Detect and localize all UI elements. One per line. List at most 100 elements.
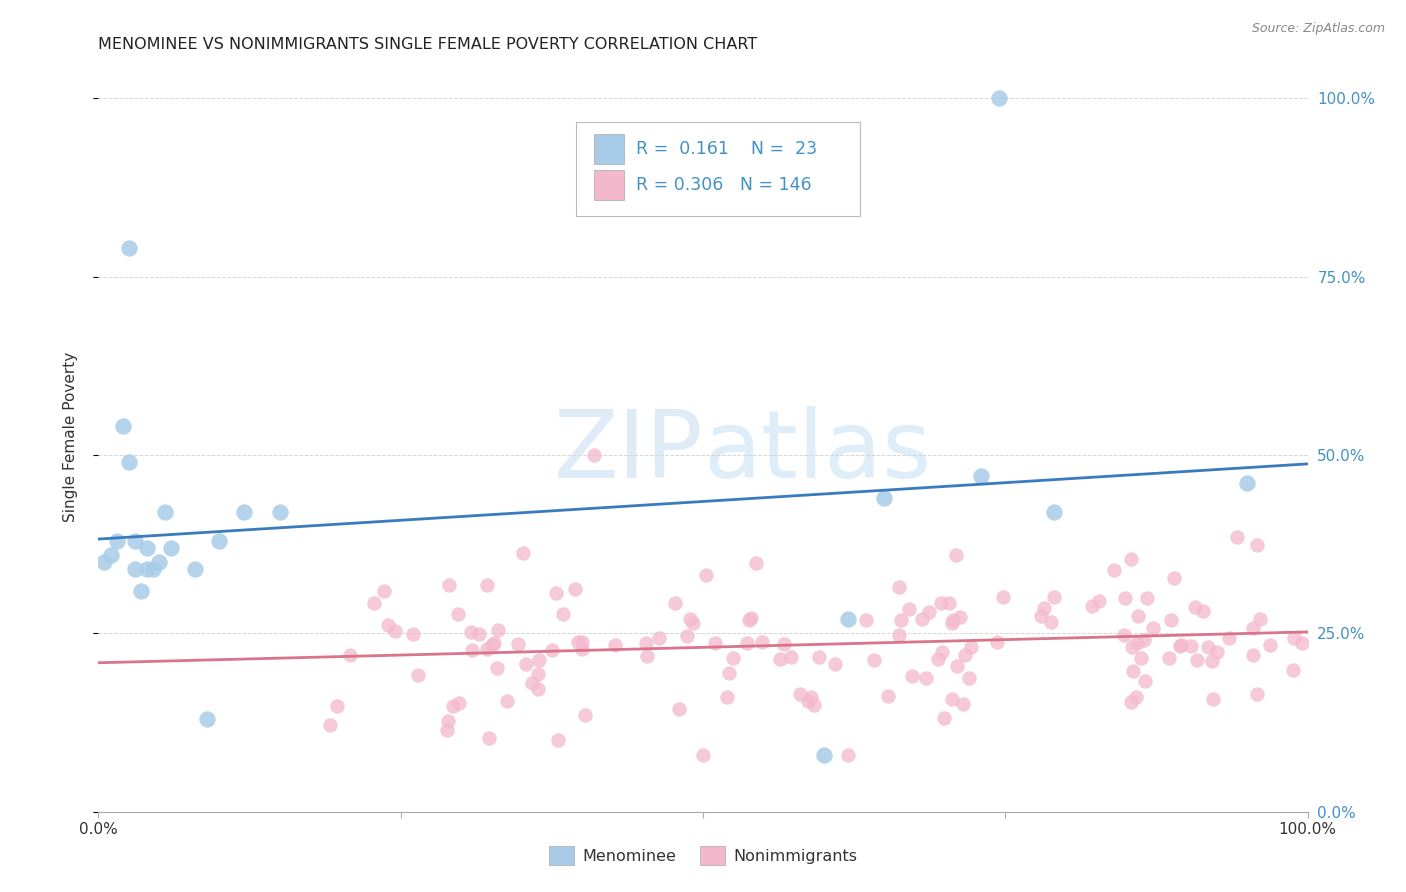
Point: [779, 650, 801, 665]
Point: [889, 580, 911, 594]
Point: [436, 723, 458, 737]
Point: [957, 672, 980, 686]
Point: [636, 636, 658, 650]
Point: [1114, 591, 1136, 606]
Point: [803, 698, 825, 713]
Point: [564, 582, 586, 596]
Point: [1040, 615, 1063, 630]
Point: [111, 419, 134, 434]
Point: [184, 562, 207, 576]
Point: [945, 548, 967, 562]
Point: [735, 636, 758, 650]
Point: [339, 648, 361, 662]
Point: [901, 669, 924, 683]
Point: [1125, 690, 1147, 704]
Point: [1133, 632, 1156, 647]
Point: [991, 590, 1014, 604]
Point: [135, 541, 157, 555]
Point: [208, 533, 231, 548]
Point: [441, 698, 464, 713]
Point: [890, 613, 912, 627]
Point: [508, 637, 530, 651]
Point: [527, 681, 550, 696]
Text: MENOMINEE VS NONIMMIGRANTS SINGLE FEMALE POVERTY CORRELATION CHART: MENOMINEE VS NONIMMIGRANTS SINGLE FEMALE…: [98, 37, 758, 52]
Point: [986, 635, 1008, 649]
Point: [769, 651, 792, 665]
Point: [1042, 505, 1064, 519]
Point: [945, 658, 967, 673]
Point: [512, 546, 534, 560]
Point: [1135, 674, 1157, 689]
Point: [664, 595, 686, 609]
Point: [837, 747, 859, 762]
Point: [160, 541, 183, 555]
Point: [1282, 663, 1305, 677]
Point: [914, 671, 936, 685]
Point: [952, 697, 974, 711]
Point: [583, 448, 606, 462]
Point: [682, 616, 704, 631]
Point: [105, 533, 128, 548]
Point: [1170, 638, 1192, 652]
Text: ZIP: ZIP: [554, 406, 703, 498]
Point: [373, 584, 395, 599]
Point: [232, 505, 254, 519]
Point: [1180, 640, 1202, 654]
Point: [808, 650, 831, 665]
Point: [384, 624, 406, 638]
Legend: Menominee, Nonimmigrants: Menominee, Nonimmigrants: [543, 840, 863, 871]
Point: [319, 718, 342, 732]
Point: [1102, 563, 1125, 577]
Point: [988, 91, 1011, 105]
Point: [927, 651, 949, 665]
Point: [468, 627, 491, 641]
Point: [326, 698, 349, 713]
Point: [1160, 613, 1182, 627]
Point: [970, 469, 993, 483]
Point: [447, 607, 470, 621]
Point: [1080, 599, 1102, 613]
Point: [1157, 651, 1180, 665]
Point: [636, 648, 658, 663]
Point: [1126, 636, 1149, 650]
Point: [544, 586, 567, 600]
Point: [941, 615, 963, 630]
Point: [1205, 645, 1227, 659]
Point: [1201, 654, 1223, 668]
Point: [1246, 539, 1268, 553]
Point: [1136, 591, 1159, 606]
Point: [1121, 640, 1143, 655]
Point: [527, 666, 550, 681]
Point: [718, 666, 741, 681]
Point: [1187, 653, 1209, 667]
Point: [571, 634, 593, 648]
Point: [124, 562, 146, 576]
Point: [547, 733, 569, 747]
Point: [1163, 571, 1185, 585]
Point: [703, 635, 725, 649]
Point: [402, 626, 425, 640]
Point: [949, 610, 972, 624]
Point: [1282, 631, 1305, 645]
Point: [481, 639, 503, 653]
Point: [648, 632, 671, 646]
Point: [1088, 594, 1111, 608]
Bar: [595, 134, 624, 163]
Point: [1249, 611, 1271, 625]
Point: [377, 618, 399, 632]
Point: [1121, 552, 1143, 566]
Point: [1142, 621, 1164, 635]
Point: [873, 491, 896, 505]
Point: [142, 562, 165, 576]
Point: [574, 707, 596, 722]
Point: [877, 689, 900, 703]
Point: [898, 601, 921, 615]
Point: [938, 597, 960, 611]
Point: [751, 635, 773, 649]
Point: [129, 583, 152, 598]
Point: [797, 694, 820, 708]
Point: [863, 653, 886, 667]
Point: [1119, 695, 1142, 709]
Point: [721, 651, 744, 665]
Point: [745, 556, 768, 570]
